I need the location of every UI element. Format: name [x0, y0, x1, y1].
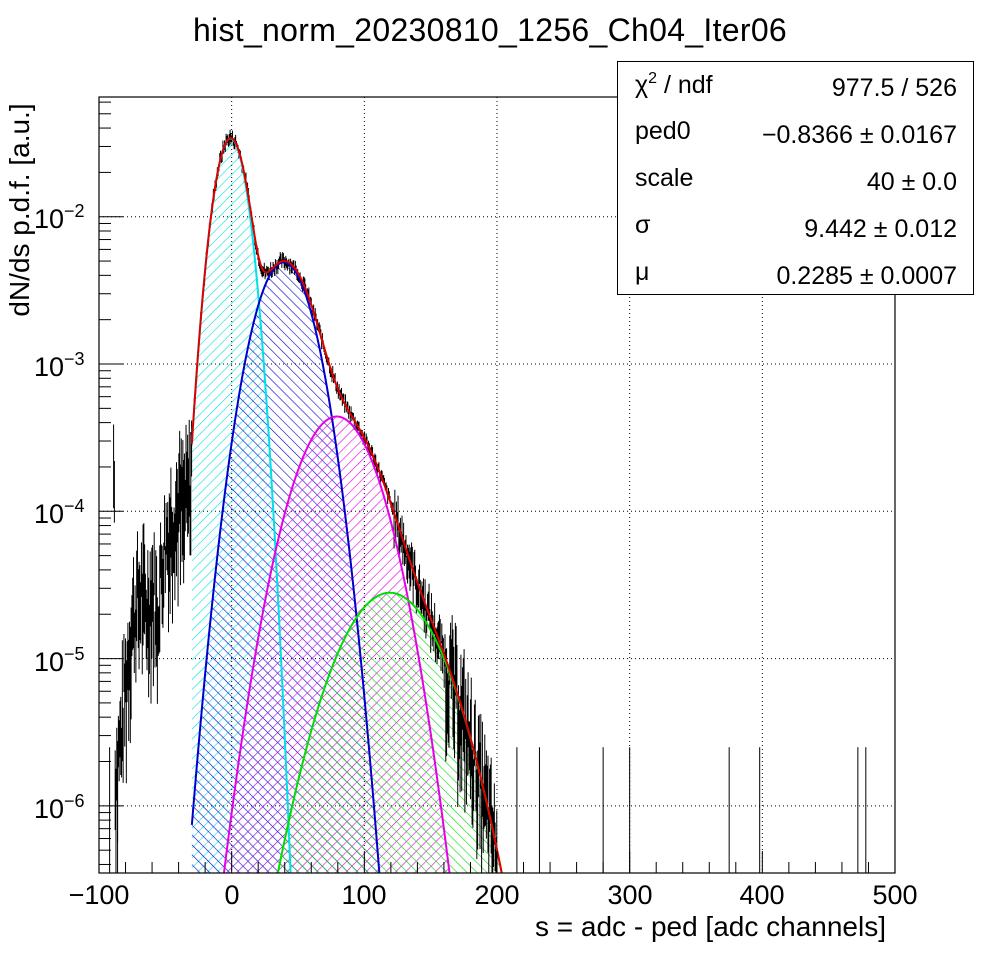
fit-stats-box: χ2 / ndf 977.5 / 526 ped0 −0.8366 ± 0.01… [617, 61, 974, 295]
y-tick-label: 10−4 [34, 496, 85, 529]
x-tick-label: 0 [224, 880, 240, 910]
y-tick-label: 10−6 [34, 791, 85, 824]
y-tick-label: 10−3 [34, 349, 85, 382]
total-fit-curve [190, 136, 503, 873]
component-hatch-fills [191, 138, 507, 873]
stat-row-scale: scale 40 ± 0.0 [618, 156, 973, 202]
component-curve [222, 415, 451, 873]
x-axis-label: s = adc - ped [adc channels] [535, 911, 886, 942]
x-tick-label: 200 [474, 880, 520, 910]
x-tick-label: 300 [607, 880, 653, 910]
stat-value: 9.442 ± 0.012 [804, 215, 957, 243]
axis-ticks [98, 101, 896, 873]
x-tick-label: 500 [872, 880, 918, 910]
component-fill [273, 592, 507, 873]
y-tick-label: 10−5 [34, 644, 85, 677]
x-tick-label: −100 [68, 880, 130, 910]
component-curve [190, 261, 381, 873]
stat-row-sigma: σ 9.442 ± 0.012 [618, 203, 973, 249]
stat-name: μ [635, 258, 650, 286]
x-tick-label: 100 [341, 880, 387, 910]
stat-name: χ2 / ndf [635, 70, 713, 99]
stat-name: σ [635, 211, 651, 239]
stat-name: ped0 [635, 117, 691, 145]
stat-row-ped0: ped0 −0.8366 ± 0.0167 [618, 109, 973, 155]
stat-name: scale [635, 164, 694, 192]
stat-value: 40 ± 0.0 [866, 168, 957, 196]
stat-row-chi2: χ2 / ndf 977.5 / 526 [618, 62, 973, 108]
chart-title: hist_norm_20230810_1256_Ch04_Iter06 [192, 12, 788, 48]
x-tick-label: 400 [739, 880, 785, 910]
stat-value: −0.8366 ± 0.0167 [761, 121, 957, 149]
stat-value: 0.2285 ± 0.0007 [776, 262, 957, 290]
stat-row-mu: μ 0.2285 ± 0.0007 [618, 250, 973, 296]
fit-curves [190, 136, 503, 873]
y-axis-label: dN/ds p.d.f. [a.u.] [4, 103, 35, 317]
stat-value: 977.5 / 526 [831, 74, 957, 102]
y-tick-label: 10−2 [34, 201, 85, 234]
